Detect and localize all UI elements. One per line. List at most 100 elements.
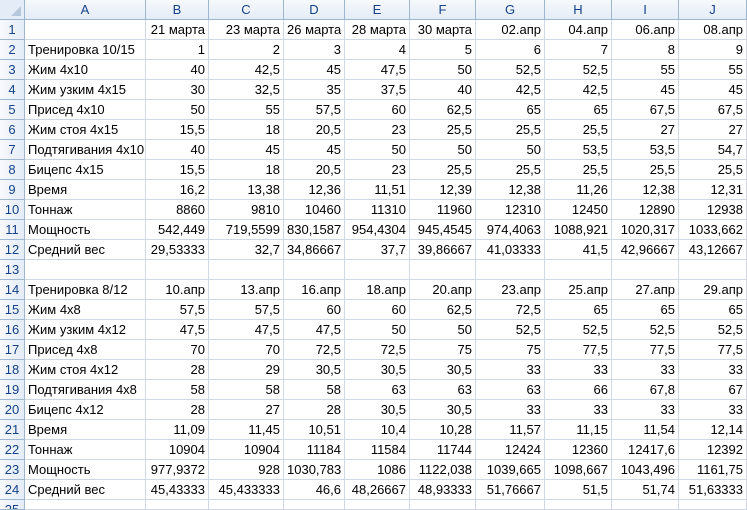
cell-f18[interactable]: 30,5 xyxy=(410,360,476,380)
cell-i10[interactable]: 12890 xyxy=(612,200,679,220)
cell-h11[interactable]: 1088,921 xyxy=(545,220,612,240)
cell-a21[interactable]: Время xyxy=(25,420,146,440)
cell-a13[interactable] xyxy=(25,260,146,280)
cell-h2[interactable]: 7 xyxy=(545,40,612,60)
cell-d7[interactable]: 45 xyxy=(284,140,345,160)
cell-h10[interactable]: 12450 xyxy=(545,200,612,220)
column-header-j[interactable]: J xyxy=(679,0,747,20)
cell-j24[interactable]: 51,63333 xyxy=(679,480,747,500)
cell-a5[interactable]: Присед 4х10 xyxy=(25,100,146,120)
cell-h5[interactable]: 65 xyxy=(545,100,612,120)
cell-d2[interactable]: 3 xyxy=(284,40,345,60)
cell-e25[interactable] xyxy=(345,500,410,510)
cell-h6[interactable]: 25,5 xyxy=(545,120,612,140)
cell-b16[interactable]: 47,5 xyxy=(146,320,209,340)
cell-c1[interactable]: 23 марта xyxy=(209,20,284,40)
cell-b9[interactable]: 16,2 xyxy=(146,180,209,200)
cell-a20[interactable]: Бицепс 4х12 xyxy=(25,400,146,420)
row-header-12[interactable]: 12 xyxy=(0,240,25,260)
cell-d24[interactable]: 46,6 xyxy=(284,480,345,500)
cell-a2[interactable]: Тренировка 10/15 xyxy=(25,40,146,60)
cell-e4[interactable]: 37,5 xyxy=(345,80,410,100)
cell-g1[interactable]: 02.апр xyxy=(476,20,545,40)
cell-e23[interactable]: 1086 xyxy=(345,460,410,480)
cell-i15[interactable]: 65 xyxy=(612,300,679,320)
cell-c11[interactable]: 719,5599 xyxy=(209,220,284,240)
cell-d8[interactable]: 20,5 xyxy=(284,160,345,180)
cell-g8[interactable]: 25,5 xyxy=(476,160,545,180)
row-header-17[interactable]: 17 xyxy=(0,340,25,360)
cell-g14[interactable]: 23.апр xyxy=(476,280,545,300)
cell-h7[interactable]: 53,5 xyxy=(545,140,612,160)
cell-b13[interactable] xyxy=(146,260,209,280)
cell-j7[interactable]: 54,7 xyxy=(679,140,747,160)
cell-h9[interactable]: 11,26 xyxy=(545,180,612,200)
cell-d22[interactable]: 11184 xyxy=(284,440,345,460)
cell-f5[interactable]: 62,5 xyxy=(410,100,476,120)
cell-e2[interactable]: 4 xyxy=(345,40,410,60)
row-header-13[interactable]: 13 xyxy=(0,260,25,280)
cell-j5[interactable]: 67,5 xyxy=(679,100,747,120)
column-header-h[interactable]: H xyxy=(545,0,612,20)
cell-h16[interactable]: 52,5 xyxy=(545,320,612,340)
cell-d16[interactable]: 47,5 xyxy=(284,320,345,340)
cell-j25[interactable] xyxy=(679,500,747,510)
cell-f3[interactable]: 50 xyxy=(410,60,476,80)
cell-c22[interactable]: 10904 xyxy=(209,440,284,460)
cell-b10[interactable]: 8860 xyxy=(146,200,209,220)
cell-i25[interactable] xyxy=(612,500,679,510)
cell-c10[interactable]: 9810 xyxy=(209,200,284,220)
cell-f23[interactable]: 1122,038 xyxy=(410,460,476,480)
cell-f22[interactable]: 11744 xyxy=(410,440,476,460)
cell-h13[interactable] xyxy=(545,260,612,280)
cell-b17[interactable]: 70 xyxy=(146,340,209,360)
cell-g4[interactable]: 42,5 xyxy=(476,80,545,100)
row-header-5[interactable]: 5 xyxy=(0,100,25,120)
cell-a24[interactable]: Средний вес xyxy=(25,480,146,500)
cell-d13[interactable] xyxy=(284,260,345,280)
cell-f24[interactable]: 48,93333 xyxy=(410,480,476,500)
row-header-2[interactable]: 2 xyxy=(0,40,25,60)
cell-a6[interactable]: Жим стоя 4х15 xyxy=(25,120,146,140)
cell-h24[interactable]: 51,5 xyxy=(545,480,612,500)
cell-j15[interactable]: 65 xyxy=(679,300,747,320)
cell-f8[interactable]: 25,5 xyxy=(410,160,476,180)
cell-i6[interactable]: 27 xyxy=(612,120,679,140)
cell-b20[interactable]: 28 xyxy=(146,400,209,420)
cell-j10[interactable]: 12938 xyxy=(679,200,747,220)
cell-e5[interactable]: 60 xyxy=(345,100,410,120)
cell-e6[interactable]: 23 xyxy=(345,120,410,140)
cell-j14[interactable]: 29.апр xyxy=(679,280,747,300)
cell-g21[interactable]: 11,57 xyxy=(476,420,545,440)
row-header-7[interactable]: 7 xyxy=(0,140,25,160)
cell-g13[interactable] xyxy=(476,260,545,280)
cell-c16[interactable]: 47,5 xyxy=(209,320,284,340)
cell-b21[interactable]: 11,09 xyxy=(146,420,209,440)
cell-c3[interactable]: 42,5 xyxy=(209,60,284,80)
cell-f21[interactable]: 10,28 xyxy=(410,420,476,440)
cell-c24[interactable]: 45,433333 xyxy=(209,480,284,500)
cell-a3[interactable]: Жим 4х10 xyxy=(25,60,146,80)
row-header-25[interactable]: 25 xyxy=(0,500,25,510)
cell-h15[interactable]: 65 xyxy=(545,300,612,320)
cell-j23[interactable]: 1161,75 xyxy=(679,460,747,480)
column-header-a[interactable]: A xyxy=(25,0,146,20)
row-header-15[interactable]: 15 xyxy=(0,300,25,320)
cell-i23[interactable]: 1043,496 xyxy=(612,460,679,480)
row-header-10[interactable]: 10 xyxy=(0,200,25,220)
cell-e3[interactable]: 47,5 xyxy=(345,60,410,80)
cell-h25[interactable] xyxy=(545,500,612,510)
cell-d4[interactable]: 35 xyxy=(284,80,345,100)
cell-i11[interactable]: 1020,317 xyxy=(612,220,679,240)
cell-d5[interactable]: 57,5 xyxy=(284,100,345,120)
cell-c19[interactable]: 58 xyxy=(209,380,284,400)
cell-f10[interactable]: 11960 xyxy=(410,200,476,220)
cell-j8[interactable]: 25,5 xyxy=(679,160,747,180)
cell-b7[interactable]: 40 xyxy=(146,140,209,160)
cell-e17[interactable]: 72,5 xyxy=(345,340,410,360)
cell-d18[interactable]: 30,5 xyxy=(284,360,345,380)
column-header-c[interactable]: C xyxy=(209,0,284,20)
select-all-corner[interactable] xyxy=(0,0,25,20)
cell-i22[interactable]: 12417,6 xyxy=(612,440,679,460)
row-header-6[interactable]: 6 xyxy=(0,120,25,140)
